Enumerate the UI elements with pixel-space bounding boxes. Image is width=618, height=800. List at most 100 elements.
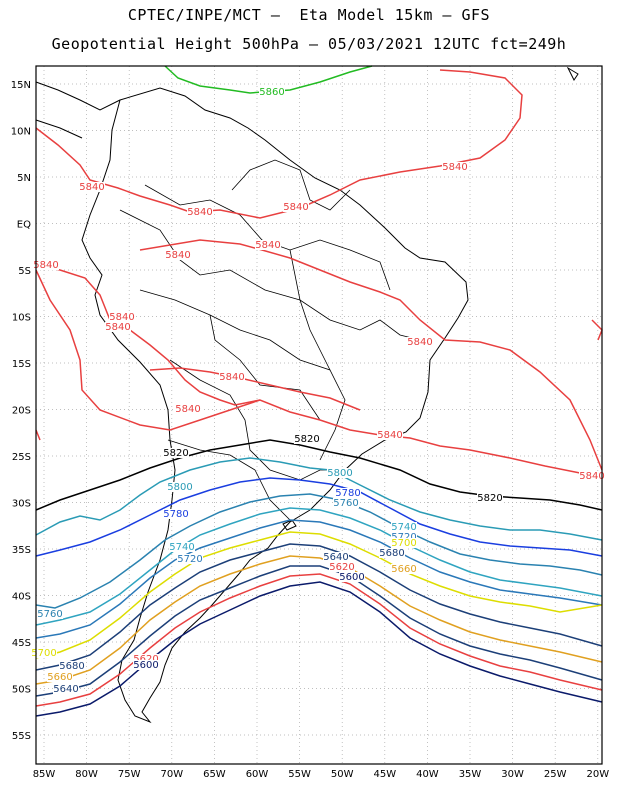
country-border	[231, 159, 351, 211]
contour-label-bg	[579, 471, 605, 481]
contour-label: 5660	[391, 564, 416, 575]
contour-label: 5840	[283, 202, 308, 213]
map-frame	[35, 65, 603, 765]
contour-label-bg	[187, 207, 213, 217]
contour-label: 5640	[53, 684, 78, 695]
contour-label: 5680	[59, 661, 84, 672]
contour-label: 5720	[391, 532, 416, 543]
contour-label: 5780	[163, 509, 188, 520]
contour-label-bg	[333, 498, 359, 508]
lat-tick-label: 10N	[11, 127, 31, 138]
island-coastline	[566, 66, 579, 81]
contour-label-bg	[283, 202, 309, 212]
lon-tick-label: 20W	[586, 769, 609, 780]
lon-tick-label: 50W	[331, 769, 354, 780]
contour-label-bg	[377, 430, 403, 440]
contour-label: 5860	[259, 87, 284, 98]
contour-label: 5600	[133, 660, 158, 671]
lat-tick-label: 25S	[12, 452, 31, 463]
contour-label: 5700	[31, 648, 56, 659]
lat-tick-label: 50S	[12, 685, 31, 696]
contour-labels: 5860 5840 5840 5840 5840 5840 5840 5840 5840 5840…	[31, 87, 605, 695]
contour-label: 5840	[175, 404, 200, 415]
contour-5840	[35, 429, 41, 441]
central-america-coastline	[35, 81, 121, 139]
lon-tick-label: 80W	[75, 769, 98, 780]
contour-label: 5620	[329, 562, 354, 573]
contour-label: 5640	[323, 552, 348, 563]
grid-lines	[36, 66, 602, 764]
contour-label-bg	[255, 240, 281, 250]
lon-tick-label: 75W	[118, 769, 141, 780]
contour-label: 5840	[187, 207, 212, 218]
contour-5820	[35, 439, 603, 511]
contour-5840	[35, 269, 261, 431]
contour-label: 5840	[79, 182, 104, 193]
lon-tick-label: 65W	[203, 769, 226, 780]
contour-label-bg	[294, 434, 320, 444]
contour-label-bg	[391, 522, 417, 532]
country-border	[209, 314, 321, 421]
contour-label-bg	[31, 648, 57, 658]
contour-label: 5840	[109, 312, 134, 323]
country-border	[167, 439, 291, 521]
contour-label: 5840	[165, 250, 190, 261]
contour-5860	[164, 65, 373, 94]
contour-label: 5840	[407, 337, 432, 348]
lat-tick-label: 5N	[17, 173, 31, 184]
contour-label: 5740	[391, 522, 416, 533]
contour-label-bg	[329, 562, 355, 572]
lon-tick-label: 60W	[246, 769, 269, 780]
country-border	[169, 359, 345, 481]
lon-tick-label: 85W	[33, 769, 56, 780]
contour-5660	[35, 555, 603, 685]
coastline	[35, 66, 579, 724]
contour-label-bg	[391, 564, 417, 574]
contour-5840	[149, 367, 361, 411]
contour-label-bg	[59, 661, 85, 671]
lon-tick-label: 40W	[416, 769, 439, 780]
lon-tick-label: 25W	[544, 769, 567, 780]
contour-label: 5820	[163, 448, 188, 459]
lat-tick-label: 55S	[12, 731, 31, 742]
lat-tick-label: 15N	[11, 80, 31, 91]
contour-label: 5820	[477, 493, 502, 504]
contour-5640	[35, 565, 603, 697]
chart-subtitle: Geopotential Height 500hPa – 05/03/2021 …	[51, 35, 567, 53]
contour-label: 5840	[219, 372, 244, 383]
lat-tick-label: 5S	[18, 266, 31, 277]
contour-label-bg	[219, 372, 245, 382]
contour-5600	[35, 581, 603, 717]
contour-label-bg	[133, 654, 159, 664]
country-border	[289, 249, 331, 371]
lon-tick-label: 55W	[288, 769, 311, 780]
contour-label-bg	[167, 482, 193, 492]
lat-tick-label: 10S	[12, 313, 31, 324]
contour-5620	[35, 573, 603, 707]
contour-label-bg	[259, 87, 285, 97]
contour-label-bg	[177, 554, 203, 564]
contour-label: 5700	[391, 538, 416, 549]
contour-label-bg	[79, 182, 105, 192]
contour-label: 5840	[255, 240, 280, 251]
contour-5840	[139, 239, 603, 471]
contour-5720	[35, 519, 603, 639]
country-border	[144, 184, 391, 291]
lat-tick-label: 15S	[12, 359, 31, 370]
contour-label-bg	[53, 684, 79, 694]
contour-label-bg	[133, 660, 159, 670]
contour-label: 5720	[177, 554, 202, 565]
country-border	[119, 209, 421, 341]
contour-label-bg	[105, 322, 131, 332]
contour-5740	[35, 507, 603, 626]
lon-tick-label: 30W	[501, 769, 524, 780]
contour-label-bg	[335, 488, 361, 498]
lon-tick-label: 45W	[373, 769, 396, 780]
contour-label: 5600	[339, 572, 364, 583]
contour-label-bg	[175, 404, 201, 414]
contour-label-bg	[165, 250, 191, 260]
lat-tick-label: 20S	[12, 406, 31, 417]
contour-label: 5620	[133, 654, 158, 665]
contour-label: 5760	[333, 498, 358, 509]
